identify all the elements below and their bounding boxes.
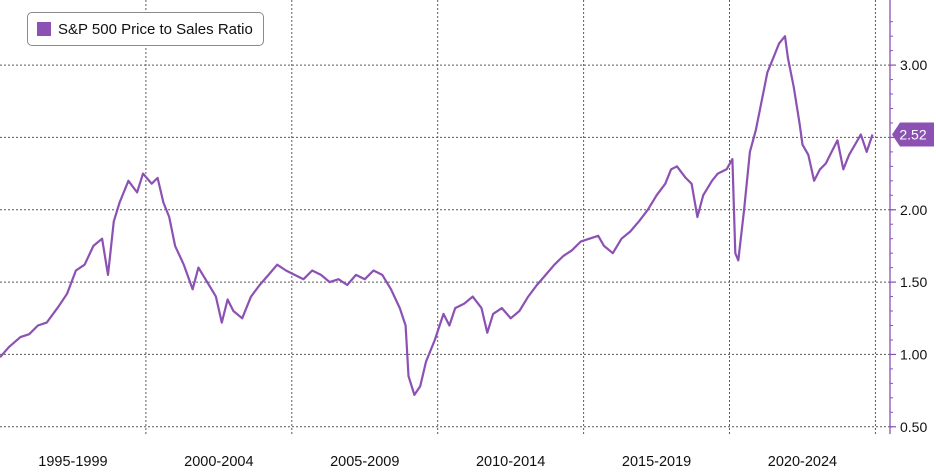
chart-legend: S&P 500 Price to Sales Ratio [27,12,264,46]
x-tick-label-2: 2005-2009 [330,454,399,470]
y-tick-label-1: 1.00 [900,346,927,362]
x-tick-label-0: 1995-1999 [38,454,107,470]
x-tick-label-3: 2010-2014 [476,454,545,470]
last-value-label: 2.52 [899,127,926,143]
gridlines [0,0,890,434]
x-tick-label-4: 2015-2019 [622,454,691,470]
series-line-price-to-sales [0,35,874,396]
x-tick-label-1: 2000-2004 [184,454,253,470]
legend-swatch-icon [37,22,51,36]
series-line-group [0,35,874,396]
last-value-badge [892,122,934,147]
y-axis [889,0,896,434]
y-tick-label-2: 1.50 [900,274,927,290]
y-tick-label-0: 0.50 [900,419,927,435]
x-tick-labels: 1995-1999 2000-2004 2005-2009 2010-2014 2015… [38,454,837,470]
y-tick-label-5: 3.00 [900,57,927,73]
legend-label: S&P 500 Price to Sales Ratio [58,20,253,38]
x-tick-label-5: 2020-2024 [768,454,837,470]
y-tick-label-3: 2.00 [900,202,927,218]
last-value-marker: 2.52 [892,122,934,147]
y-tick-labels: 0.501.001.502.002.503.00 [900,57,927,435]
